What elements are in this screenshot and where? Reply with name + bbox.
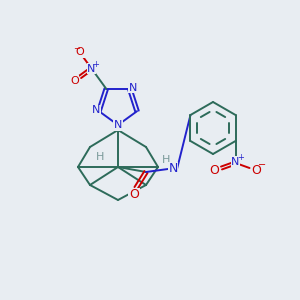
Text: O: O xyxy=(75,47,84,57)
Text: −: − xyxy=(259,160,267,170)
Text: N: N xyxy=(87,64,96,74)
Text: +: + xyxy=(92,60,99,69)
Text: N: N xyxy=(92,105,100,115)
Text: N: N xyxy=(114,120,122,130)
Text: +: + xyxy=(237,154,244,163)
Text: H: H xyxy=(96,152,104,162)
Text: N: N xyxy=(129,83,137,93)
Text: O: O xyxy=(70,76,79,86)
Text: O: O xyxy=(129,188,139,202)
Text: N: N xyxy=(168,163,178,176)
Text: H: H xyxy=(162,155,170,165)
Text: O: O xyxy=(210,164,220,176)
Text: −: − xyxy=(74,44,80,53)
Text: O: O xyxy=(252,164,262,176)
Text: N: N xyxy=(231,157,240,167)
